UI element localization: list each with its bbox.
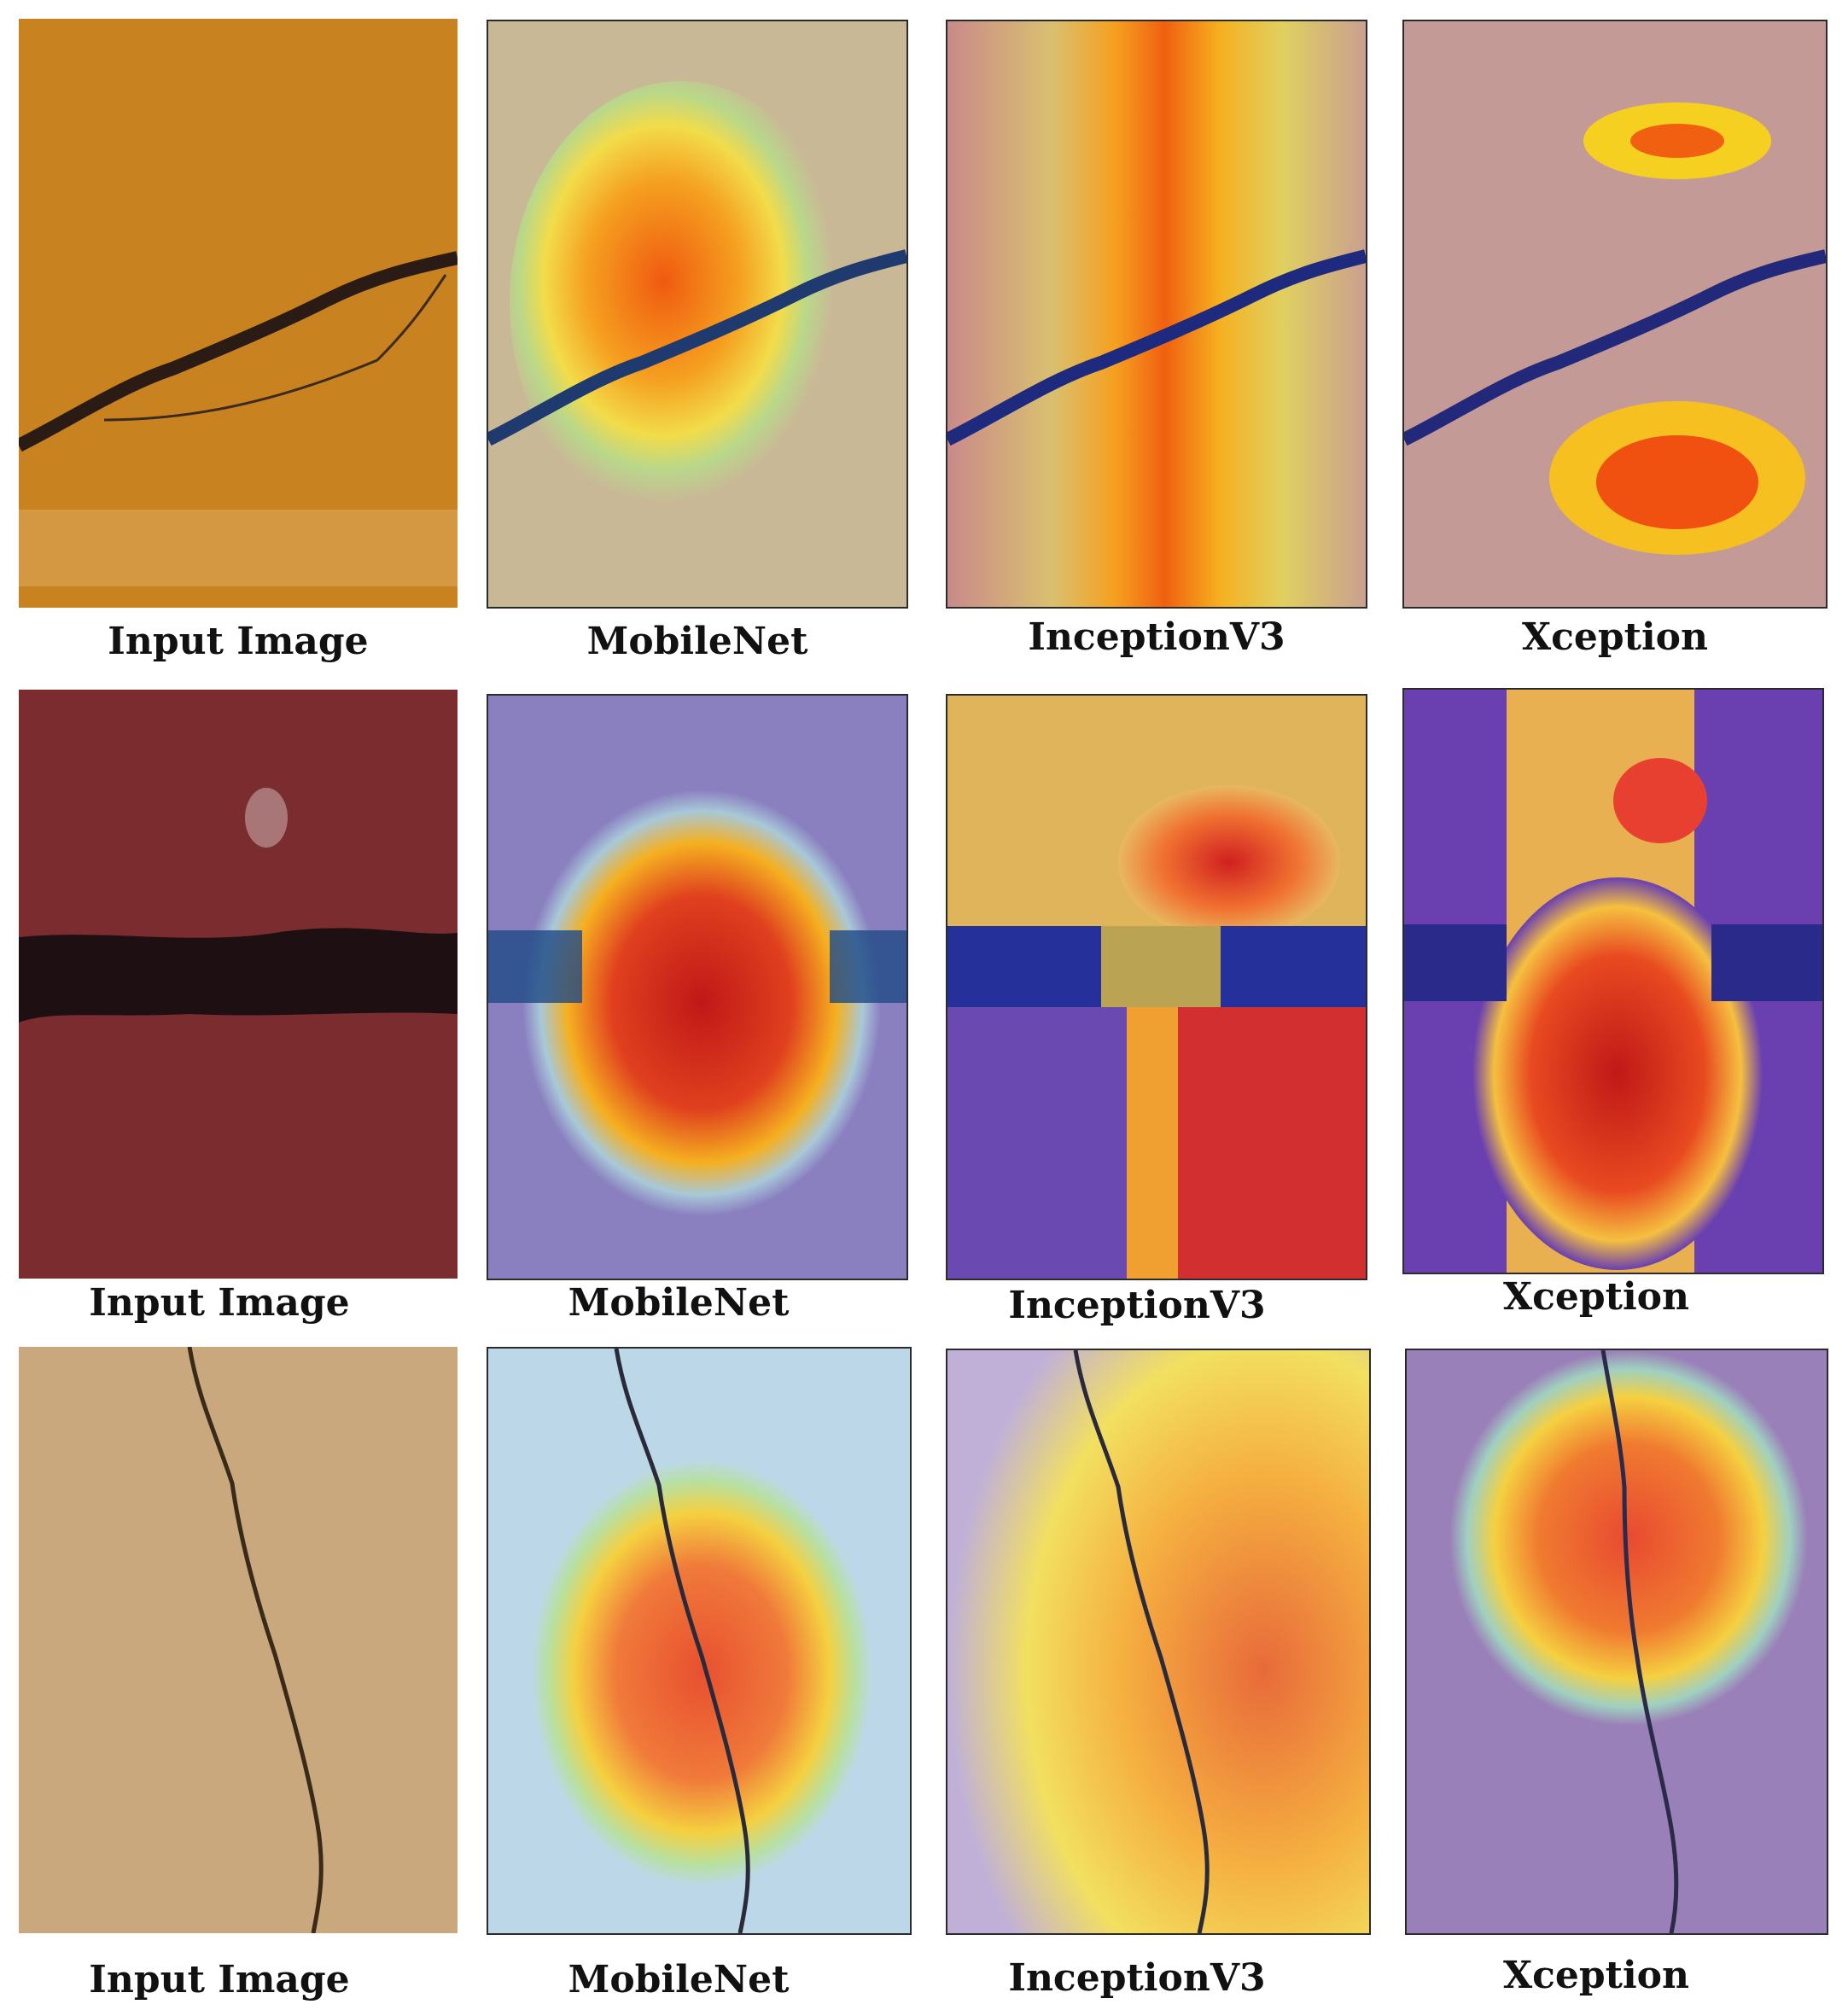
row3-inceptionv3-heatmap (947, 1350, 1369, 1933)
row2-xception-heatmap (1404, 690, 1822, 1273)
row3-xception-heatmap (1407, 1350, 1827, 1933)
row2-input-image (19, 690, 458, 1279)
row2-label-xception: Xception (1502, 1275, 1690, 1319)
row1-xception-heatmap (1404, 21, 1826, 607)
row3-label-inceptionv3: InceptionV3 (1008, 1956, 1266, 2000)
row2-inceptionv3-heatmap (947, 696, 1366, 1279)
row3-mobilenet-heatmap (488, 1349, 910, 1933)
row1-label-inceptionv3: InceptionV3 (1028, 615, 1285, 659)
row1-mobilenet-heatmap (488, 21, 907, 607)
row2-label-inceptionv3: InceptionV3 (1008, 1284, 1266, 1327)
row2-label-input: Input Image (89, 1281, 350, 1325)
row3-input-image (19, 1347, 458, 1933)
row1-label-xception: Xception (1521, 615, 1709, 659)
row1-input-image (19, 19, 458, 608)
row1-label-input: Input Image (108, 620, 369, 663)
row1-inceptionv3-heatmap (947, 21, 1366, 607)
row3-label-mobilenet: MobileNet (568, 1958, 790, 2001)
row2-mobilenet-heatmap (488, 696, 907, 1279)
row3-label-input: Input Image (89, 1958, 350, 2001)
row1-label-mobilenet: MobileNet (586, 620, 808, 663)
row2-label-mobilenet: MobileNet (568, 1281, 790, 1325)
row3-label-xception: Xception (1502, 1954, 1690, 1997)
